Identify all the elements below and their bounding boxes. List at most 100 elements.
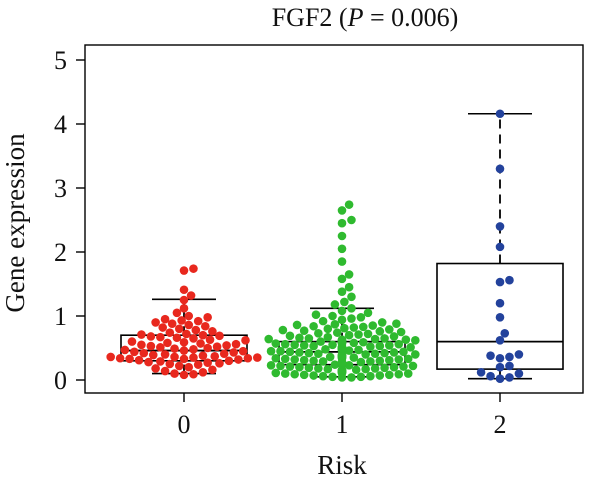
data-point [170, 352, 179, 362]
data-point [137, 340, 146, 350]
data-point [351, 365, 361, 375]
data-point [330, 320, 340, 329]
data-point [356, 357, 366, 367]
data-point [215, 359, 224, 368]
data-point [486, 371, 495, 381]
data-point [179, 285, 189, 295]
data-point [366, 357, 375, 366]
data-point [295, 362, 304, 372]
data-point [403, 369, 413, 378]
data-point [186, 291, 196, 300]
data-point [337, 257, 347, 266]
y-tick-label: 5 [54, 46, 67, 75]
y-tick-label: 2 [54, 238, 67, 267]
data-point [276, 361, 285, 371]
data-point [337, 274, 347, 284]
data-point [280, 354, 290, 364]
data-point [290, 355, 300, 364]
data-point [495, 242, 505, 252]
data-point [241, 336, 250, 345]
data-point [401, 335, 411, 344]
data-point [210, 352, 220, 361]
data-point [208, 327, 217, 336]
data-point [486, 351, 495, 360]
data-point [179, 295, 189, 305]
data-point [344, 200, 354, 209]
data-point [328, 311, 337, 321]
data-point [295, 333, 304, 343]
data-point [290, 369, 300, 379]
data-point [222, 341, 231, 350]
data-point [349, 323, 359, 332]
y-tick-label: 3 [54, 174, 67, 203]
data-point [495, 362, 505, 372]
data-point [344, 270, 354, 279]
data-point [358, 337, 368, 347]
data-point [163, 338, 172, 348]
data-point [344, 330, 354, 340]
data-point [337, 287, 347, 296]
data-point [344, 346, 354, 355]
data-point [285, 331, 295, 341]
data-point [165, 328, 175, 337]
data-point [495, 312, 505, 322]
data-point [309, 341, 318, 351]
data-point [179, 337, 189, 347]
data-point [299, 355, 309, 365]
data-point [229, 348, 238, 357]
data-point [495, 336, 505, 345]
data-point [208, 365, 217, 375]
data-point [396, 327, 406, 337]
data-point [505, 373, 514, 382]
data-point [167, 319, 177, 328]
data-point [198, 330, 208, 340]
data-point [304, 348, 314, 358]
data-point [318, 371, 328, 381]
data-point [243, 353, 253, 363]
data-point [392, 319, 401, 328]
data-point [347, 314, 356, 323]
data-point [280, 369, 290, 378]
data-point [337, 218, 347, 228]
data-point [318, 316, 328, 326]
data-point [231, 339, 241, 349]
data-point [203, 312, 212, 322]
data-point [160, 366, 170, 376]
data-point [179, 346, 189, 355]
data-point [385, 341, 394, 350]
data-point [179, 354, 189, 364]
data-point [156, 343, 165, 352]
data-point [332, 328, 342, 337]
x-tick-label: 0 [178, 410, 191, 439]
data-point [311, 310, 321, 320]
data-point [184, 311, 194, 321]
data-point [356, 312, 366, 322]
data-point [514, 369, 524, 378]
data-point [198, 351, 208, 360]
data-point [144, 357, 153, 367]
data-point [495, 277, 505, 287]
data-point [340, 297, 349, 307]
data-point [278, 325, 288, 335]
data-point [125, 354, 134, 364]
data-point [137, 330, 146, 339]
data-point [184, 362, 194, 372]
y-tick-label: 4 [54, 110, 67, 139]
data-point [234, 355, 243, 364]
data-point [363, 308, 373, 318]
data-point [151, 318, 160, 327]
data-point [189, 344, 198, 354]
data-point [349, 338, 359, 348]
data-point [406, 343, 415, 352]
data-point [389, 362, 399, 372]
data-point [389, 332, 399, 341]
data-point [172, 308, 182, 318]
data-point [134, 355, 144, 365]
data-point [495, 164, 505, 174]
data-point [337, 206, 347, 215]
data-point [356, 372, 366, 382]
data-point [193, 316, 203, 326]
data-point [347, 304, 356, 313]
plot-frame [84, 44, 584, 394]
